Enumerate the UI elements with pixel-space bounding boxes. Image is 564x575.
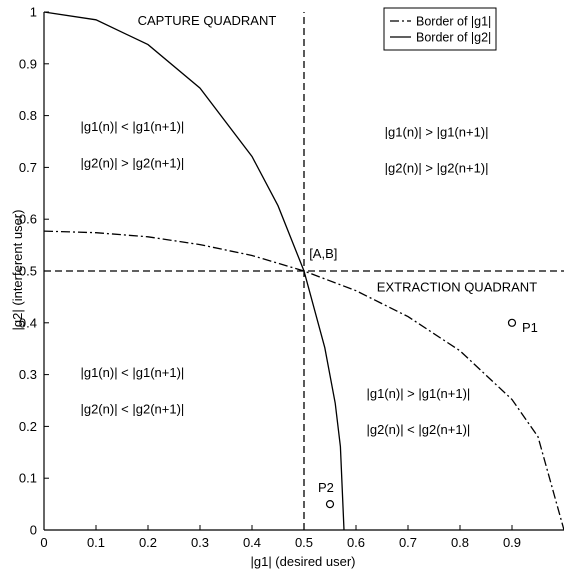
- y-tick-label: 0.5: [19, 264, 37, 279]
- plot-area: 0 0.1 0.2 0.3 0.4 0.5 0.6 0.7 0.8 0.9 0 0.1 0.2 0.3 0.…: [19, 5, 564, 550]
- y-tick-label: 0.8: [19, 108, 37, 123]
- annotation-text: |g1(n)| < |g1(n+1)|: [80, 119, 184, 134]
- y-tick-label: 0.2: [19, 419, 37, 434]
- annotation-text: |g1(n)| > |g1(n+1)|: [385, 124, 489, 139]
- x-tick-label: 0: [40, 535, 47, 550]
- y-tick-label: 0.9: [19, 56, 37, 71]
- legend-box: [383, 7, 497, 51]
- annotation-text: |g1(n)| < |g1(n+1)|: [80, 365, 184, 380]
- x-tick-label: 0.5: [295, 535, 313, 550]
- annotation-text: EXTRACTION QUADRANT: [377, 280, 537, 295]
- annotation-text: [A,B]: [309, 246, 337, 261]
- data-point-label: P1: [522, 320, 538, 335]
- annotation-text: |g2(n)| > |g2(n+1)|: [385, 161, 489, 176]
- y-tick-label: 0.4: [19, 315, 37, 330]
- series-line-border-of-g1: [43, 230, 564, 531]
- y-axis-label: |g2| (interferent user): [10, 210, 25, 331]
- annotation-text: |g1(n)| > |g1(n+1)|: [366, 386, 470, 401]
- y-tick-label: 0.7: [19, 160, 37, 175]
- data-point-p1: [507, 318, 517, 327]
- annotation-text: |g2(n)| > |g2(n+1)|: [80, 155, 184, 170]
- x-tick-label: 0.3: [191, 535, 209, 550]
- x-tick-label: 0.1: [87, 535, 105, 550]
- annotation-text: CAPTURE QUADRANT: [138, 13, 277, 28]
- data-point-p2: [325, 500, 335, 509]
- series-line-border-of-g2: [43, 11, 345, 531]
- x-tick-label: 0.8: [451, 535, 469, 550]
- x-axis-label: |g1| (desired user): [250, 554, 355, 569]
- y-tick-label: 0.1: [19, 471, 37, 486]
- x-tick-label: 0.9: [503, 535, 521, 550]
- y-tick-label: 0.3: [19, 367, 37, 382]
- annotation-text: |g2(n)| < |g2(n+1)|: [80, 401, 184, 416]
- y-tick-label: 0: [30, 523, 37, 538]
- data-point-label: P2: [318, 480, 334, 495]
- legend-entry-label: Border of |g2|: [416, 31, 491, 45]
- x-tick-label: 0.6: [347, 535, 365, 550]
- y-tick-label: 1: [30, 5, 37, 20]
- legend-entry-label: Border of |g1|: [416, 15, 491, 29]
- annotation-text: |g2(n)| < |g2(n+1)|: [366, 422, 470, 437]
- x-tick-label: 0.4: [243, 535, 261, 550]
- x-tick-label: 0.7: [399, 535, 417, 550]
- x-tick-label: 0.2: [139, 535, 157, 550]
- y-tick-label: 0.6: [19, 212, 37, 227]
